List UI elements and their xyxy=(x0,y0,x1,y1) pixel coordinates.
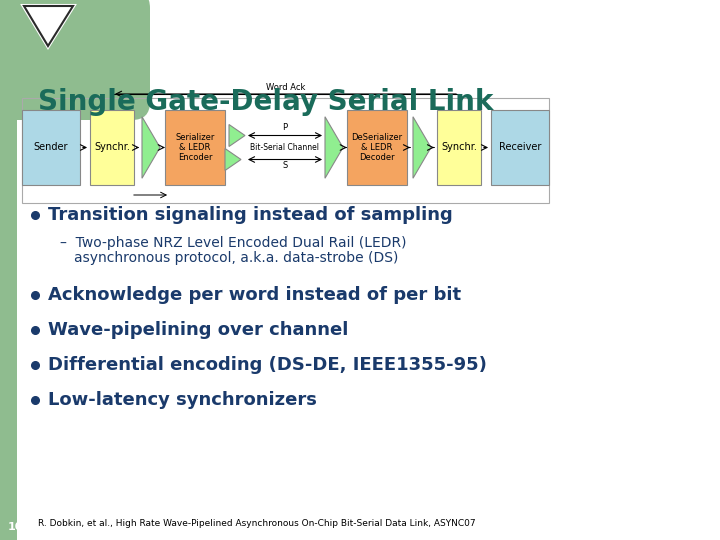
Text: Wave-pipelining over channel: Wave-pipelining over channel xyxy=(48,321,348,339)
Bar xyxy=(0,0,140,110)
Bar xyxy=(491,110,549,185)
Bar xyxy=(22,110,80,185)
Text: Word Ack: Word Ack xyxy=(266,83,305,92)
Polygon shape xyxy=(22,5,75,48)
Text: Low-latency synchronizers: Low-latency synchronizers xyxy=(48,391,317,409)
Text: Single Gate-Delay Serial Link: Single Gate-Delay Serial Link xyxy=(38,88,493,116)
Text: –  Two-phase NRZ Level Encoded Dual Rail (LEDR): – Two-phase NRZ Level Encoded Dual Rail … xyxy=(60,236,407,250)
Text: Transition signaling instead of sampling: Transition signaling instead of sampling xyxy=(48,206,453,224)
Text: Serializer
& LEDR
Encoder: Serializer & LEDR Encoder xyxy=(175,133,215,163)
Text: Synchr.: Synchr. xyxy=(441,143,477,152)
Text: DeSerializer
& LEDR
Decoder: DeSerializer & LEDR Decoder xyxy=(351,133,402,163)
Text: S: S xyxy=(282,161,287,171)
Polygon shape xyxy=(142,117,160,178)
FancyBboxPatch shape xyxy=(9,0,148,88)
Text: Differential encoding (DS-DE, IEEE1355-95): Differential encoding (DS-DE, IEEE1355-9… xyxy=(48,356,487,374)
Bar xyxy=(22,98,549,203)
Polygon shape xyxy=(229,125,245,146)
Bar xyxy=(0,0,17,540)
FancyBboxPatch shape xyxy=(17,10,720,540)
Text: Bit-Serial Channel: Bit-Serial Channel xyxy=(251,143,320,152)
Text: R. Dobkin, et al., High Rate Wave-Pipelined Asynchronous On-Chip Bit-Serial Data: R. Dobkin, et al., High Rate Wave-Pipeli… xyxy=(38,519,476,528)
FancyBboxPatch shape xyxy=(0,0,150,120)
Bar xyxy=(347,110,407,185)
Polygon shape xyxy=(325,117,343,178)
Bar xyxy=(165,110,225,185)
Text: Acknowledge per word instead of per bit: Acknowledge per word instead of per bit xyxy=(48,286,461,304)
Polygon shape xyxy=(413,117,431,178)
FancyBboxPatch shape xyxy=(0,0,120,85)
Text: Receiver: Receiver xyxy=(499,143,541,152)
Bar xyxy=(0,0,17,540)
Bar xyxy=(17,0,140,60)
Polygon shape xyxy=(225,148,241,171)
Bar xyxy=(437,110,481,185)
Text: 10: 10 xyxy=(8,522,23,532)
Text: asynchronous protocol, a.k.a. data-strobe (DS): asynchronous protocol, a.k.a. data-strob… xyxy=(74,251,398,265)
Bar xyxy=(90,110,134,185)
Text: Synchr.: Synchr. xyxy=(94,143,130,152)
Text: Sender: Sender xyxy=(34,143,68,152)
Bar xyxy=(17,0,117,80)
Text: P: P xyxy=(282,123,287,132)
